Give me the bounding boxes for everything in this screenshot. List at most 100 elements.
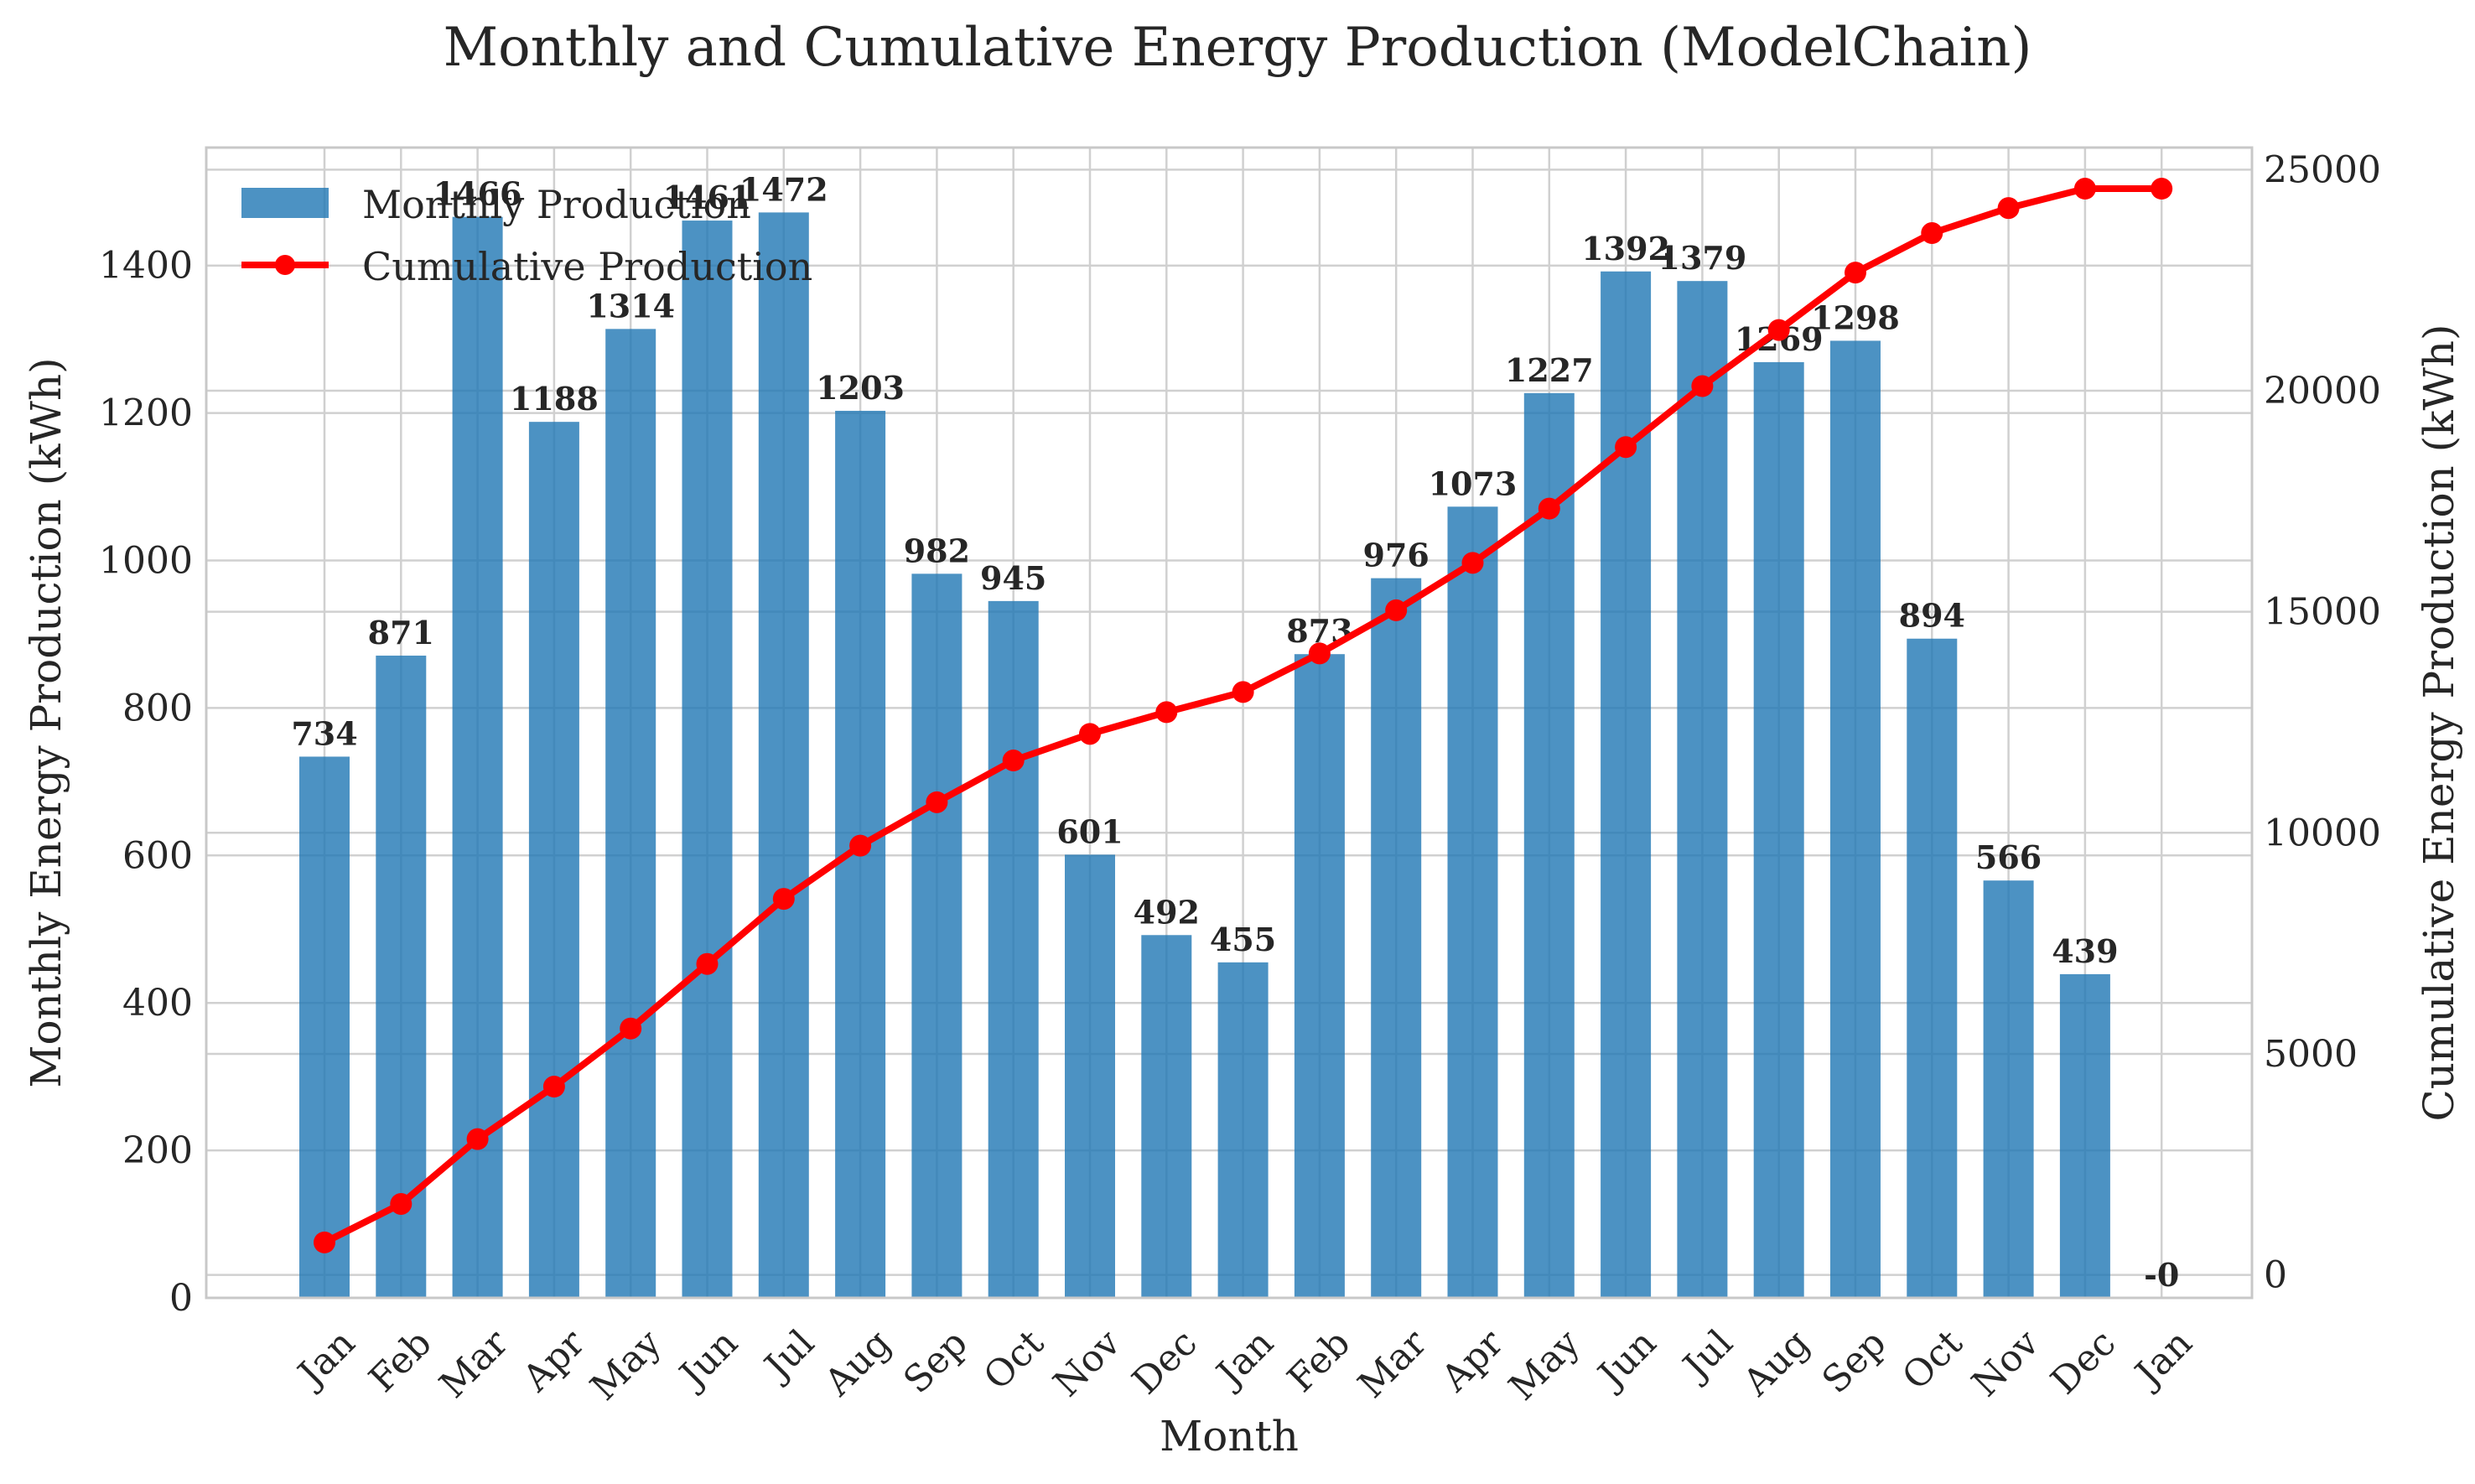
bar	[1830, 340, 1881, 1298]
bar	[1677, 281, 1728, 1299]
bar-value-label: 566	[1975, 838, 2042, 876]
bar-value-label: 1392	[1581, 230, 1670, 267]
bar	[452, 216, 503, 1299]
plot-frame	[205, 146, 2254, 1300]
bar	[1601, 271, 1652, 1298]
left-axis-tick-label: 800	[122, 687, 193, 729]
legend-marker-cumulative-production	[275, 255, 295, 275]
legend: Monthly Production Cumulative Production	[241, 182, 812, 289]
line-series-cumulative-production	[314, 178, 2173, 1253]
bar-value-label: 601	[1056, 812, 1123, 850]
cumulative-point	[926, 791, 948, 813]
left-axis-tick-label: 1400	[99, 245, 193, 288]
right-axis-tick-label: 20000	[2264, 370, 2381, 413]
right-axis-tick-label: 15000	[2264, 591, 2381, 634]
cumulative-point	[1997, 197, 2020, 220]
cumulative-point	[1002, 750, 1025, 772]
bar-value-label: 439	[2052, 932, 2118, 970]
bar-series-monthly-production	[299, 212, 2110, 1299]
bar	[1217, 962, 1269, 1298]
cumulative-point	[1845, 262, 1866, 284]
bar-value-label: 1461	[663, 179, 752, 216]
bar-value-label: 1188	[510, 380, 599, 418]
left-axis-label: Monthly Energy Production (kWh)	[22, 357, 70, 1087]
bar-value-label: 1073	[1429, 464, 1518, 502]
cumulative-point	[1691, 375, 1714, 397]
cumulative-point	[620, 1017, 642, 1040]
cumulative-point	[1615, 436, 1637, 459]
cumulative-point	[1308, 642, 1331, 665]
bar	[299, 756, 350, 1298]
left-axis-tick-label: 400	[122, 982, 193, 1025]
cumulative-point	[696, 952, 719, 975]
left-axis-tick-label: 0	[169, 1277, 193, 1320]
cumulative-point	[1767, 319, 1790, 341]
cumulative-point	[2073, 178, 2096, 200]
cumulative-point	[314, 1231, 335, 1253]
cumulative-point	[1232, 681, 1254, 703]
bar	[1907, 638, 1958, 1298]
bar	[988, 600, 1039, 1298]
bar	[1371, 578, 1422, 1298]
bar-value-label: -0	[2144, 1256, 2179, 1294]
left-axis-tick-label: 200	[122, 1129, 193, 1172]
cumulative-point	[466, 1128, 489, 1150]
bar-value-label: 492	[1134, 893, 1200, 931]
bar	[1141, 935, 1192, 1298]
bar-value-label: 976	[1363, 537, 1429, 574]
cumulative-point	[1461, 552, 1484, 574]
left-axis-tick-label: 600	[122, 834, 193, 877]
bar-value-label: 1472	[739, 170, 828, 208]
cumulative-point	[1079, 723, 1101, 745]
right-axis-tick-label: 0	[2264, 1254, 2287, 1297]
cumulative-point	[1921, 222, 1943, 245]
bar	[1523, 392, 1575, 1298]
bar	[1065, 854, 1115, 1298]
cumulative-point	[1385, 599, 1408, 621]
cumulative-point	[542, 1076, 565, 1098]
bar-value-label: 982	[904, 532, 970, 569]
bar-value-label: 871	[368, 614, 434, 651]
bar	[528, 422, 579, 1299]
bar	[1983, 880, 2034, 1298]
legend-label-monthly-production: Monthly Production	[362, 182, 751, 227]
right-axis-label: Cumulative Energy Production (kWh)	[2415, 324, 2463, 1121]
bar-value-label: 894	[1899, 597, 1965, 635]
bar-value-label: 1227	[1505, 351, 1594, 389]
bar	[911, 573, 962, 1298]
bar-value-label: 1379	[1658, 239, 1747, 277]
bar	[605, 329, 656, 1298]
right-axis-tick-label: 10000	[2264, 812, 2381, 854]
bar	[1294, 654, 1345, 1298]
bar-value-label: 1466	[433, 175, 522, 213]
bar-value-label: 1203	[816, 369, 905, 407]
cumulative-point	[390, 1192, 412, 1215]
legend-swatch-monthly-production	[241, 188, 329, 218]
legend-label-cumulative-production: Cumulative Production	[362, 244, 812, 289]
bar-value-label: 1298	[1811, 298, 1900, 336]
right-axis-tick-label: 25000	[2264, 148, 2381, 191]
cumulative-point	[1538, 497, 1560, 520]
x-axis-label: Month	[1160, 1412, 1299, 1461]
left-axis-ticks: 0 200 400 600 800 1000 1200 1400	[99, 245, 193, 1320]
cumulative-point	[1155, 701, 1178, 724]
bar	[2059, 973, 2110, 1298]
bar	[1753, 361, 1804, 1298]
bar-value-label: 1314	[586, 287, 675, 324]
bar-value-label: 945	[980, 559, 1046, 597]
bar	[1447, 506, 1498, 1298]
left-axis-tick-label: 1200	[99, 392, 193, 435]
bar	[682, 221, 733, 1299]
right-axis-tick-label: 5000	[2264, 1033, 2358, 1076]
left-axis-tick-label: 1000	[99, 540, 193, 583]
bar-value-label: 455	[1210, 921, 1276, 958]
cumulative-point	[2151, 178, 2173, 200]
bar-value-label: 734	[291, 714, 357, 752]
chart-title: Monthly and Cumulative Energy Production…	[444, 17, 2032, 79]
right-axis-ticks: 0 5000 10000 15000 20000 25000	[2264, 148, 2381, 1296]
cumulative-point	[849, 834, 872, 857]
cumulative-point	[772, 888, 795, 911]
bar	[758, 212, 809, 1298]
